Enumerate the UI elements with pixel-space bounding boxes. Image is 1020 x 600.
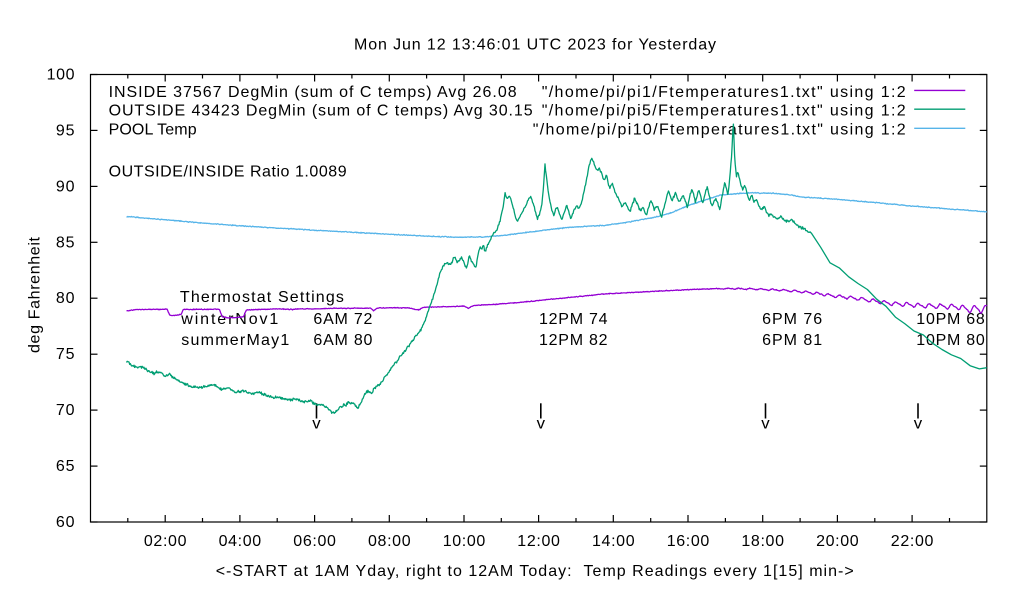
svg-text:OUTSIDE 43423 DegMin (sum of C: OUTSIDE 43423 DegMin (sum of C temps) Av… (109, 103, 533, 120)
svg-text:06:00: 06:00 (293, 533, 336, 550)
svg-text:60: 60 (56, 514, 75, 531)
svg-text:20:00: 20:00 (816, 533, 859, 550)
svg-text:18:00: 18:00 (741, 533, 784, 550)
svg-text:v: v (914, 415, 922, 432)
svg-text:08:00: 08:00 (368, 533, 411, 550)
svg-text:10:00: 10:00 (443, 533, 486, 550)
svg-text:Mon Jun 12 13:46:01 UTC 2023 f: Mon Jun 12 13:46:01 UTC 2023 for Yesterd… (354, 36, 716, 53)
svg-text:10PM 68: 10PM 68 (916, 311, 985, 328)
svg-text:85: 85 (56, 234, 75, 251)
svg-text:10PM 80: 10PM 80 (916, 332, 985, 349)
svg-text:6PM 81: 6PM 81 (762, 332, 822, 349)
svg-text:"/home/pi/pi5/Ftemperatures1.t: "/home/pi/pi5/Ftemperatures1.txt" using … (542, 103, 906, 120)
svg-text:12PM 82: 12PM 82 (539, 332, 608, 349)
svg-text:v: v (312, 415, 320, 432)
svg-text:<-START at 1AM Yday, right to: <-START at 1AM Yday, right to 12AM Today… (216, 563, 854, 580)
svg-text:16:00: 16:00 (667, 533, 710, 550)
svg-text:12:00: 12:00 (517, 533, 560, 550)
svg-text:OUTSIDE/INSIDE Ratio 1.0089: OUTSIDE/INSIDE Ratio 1.0089 (109, 164, 347, 181)
svg-text:"/home/pi/pi10/Ftemperatures1.: "/home/pi/pi10/Ftemperatures1.txt" using… (533, 121, 906, 138)
svg-text:winterNov1: winterNov1 (180, 311, 278, 328)
svg-text:04:00: 04:00 (219, 533, 262, 550)
svg-text:100: 100 (47, 67, 75, 84)
svg-text:deg Fahrenheit: deg Fahrenheit (27, 236, 44, 353)
svg-text:summerMay1: summerMay1 (181, 332, 289, 349)
svg-text:70: 70 (56, 402, 75, 419)
svg-text:6AM 80: 6AM 80 (313, 332, 372, 349)
svg-text:75: 75 (56, 346, 75, 363)
svg-text:02:00: 02:00 (144, 533, 187, 550)
svg-text:v: v (761, 415, 769, 432)
svg-text:6PM 76: 6PM 76 (762, 311, 822, 328)
svg-text:12PM 74: 12PM 74 (539, 311, 608, 328)
svg-text:65: 65 (56, 458, 75, 475)
svg-text:95: 95 (56, 122, 75, 139)
svg-text:80: 80 (56, 290, 75, 307)
svg-text:v: v (537, 415, 545, 432)
svg-text:14:00: 14:00 (592, 533, 635, 550)
svg-text:POOL Temp: POOL Temp (109, 121, 197, 138)
svg-text:"/home/pi/pi1/Ftemperatures1.t: "/home/pi/pi1/Ftemperatures1.txt" using … (542, 84, 906, 101)
svg-text:90: 90 (56, 178, 75, 195)
svg-text:6AM 72: 6AM 72 (313, 311, 372, 328)
svg-text:INSIDE 37567 DegMin (sum of C: INSIDE 37567 DegMin (sum of C temps) Avg… (109, 84, 517, 101)
svg-text:22:00: 22:00 (891, 533, 934, 550)
svg-text:Thermostat Settings: Thermostat Settings (180, 289, 344, 306)
